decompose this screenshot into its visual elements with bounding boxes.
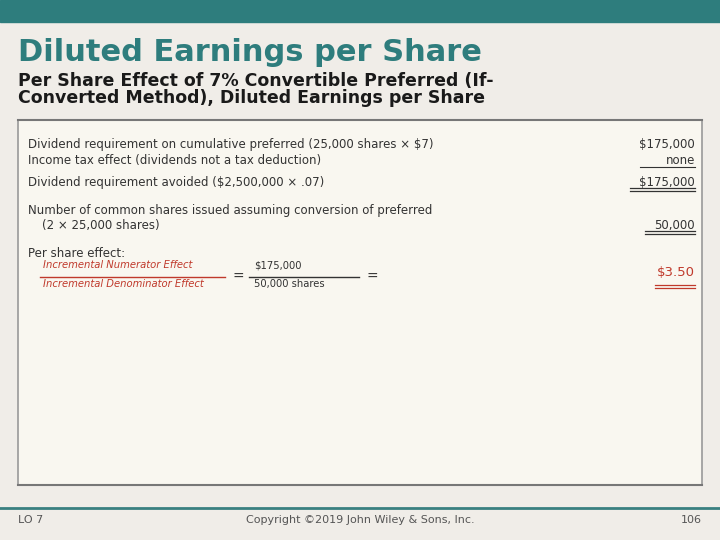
Text: (2 × 25,000 shares): (2 × 25,000 shares) [42,219,160,232]
Text: Incremental Denominator Effect: Incremental Denominator Effect [43,279,204,289]
Text: Copyright ©2019 John Wiley & Sons, Inc.: Copyright ©2019 John Wiley & Sons, Inc. [246,515,474,525]
Text: =: = [233,270,245,284]
Text: Number of common shares issued assuming conversion of preferred: Number of common shares issued assuming … [28,204,433,217]
Text: =: = [367,270,379,284]
Text: 106: 106 [681,515,702,525]
Text: 50,000 shares: 50,000 shares [254,279,325,289]
Text: $175,000: $175,000 [254,260,302,270]
Text: none: none [665,154,695,167]
Text: $175,000: $175,000 [639,176,695,189]
Text: Diluted Earnings per Share: Diluted Earnings per Share [18,38,482,67]
Text: Dividend requirement on cumulative preferred (25,000 shares × $7): Dividend requirement on cumulative prefe… [28,138,433,151]
Text: Incremental Numerator Effect: Incremental Numerator Effect [43,260,192,270]
Text: LO 7: LO 7 [18,515,43,525]
Bar [18,120,702,485]
Text: Dividend requirement avoided ($2,500,000 × .07): Dividend requirement avoided ($2,500,000… [28,176,324,189]
Text: $175,000: $175,000 [639,138,695,151]
Text: Per Share Effect of 7% Convertible Preferred (If-: Per Share Effect of 7% Convertible Prefe… [18,72,494,90]
Text: 50,000: 50,000 [654,219,695,232]
Bar [0,0,720,22]
Text: $3.50: $3.50 [657,267,695,280]
Text: Converted Method), Diluted Earnings per Share: Converted Method), Diluted Earnings per … [18,89,485,107]
Text: Income tax effect (dividends not a tax deduction): Income tax effect (dividends not a tax d… [28,154,321,167]
Text: Per share effect:: Per share effect: [28,247,125,260]
